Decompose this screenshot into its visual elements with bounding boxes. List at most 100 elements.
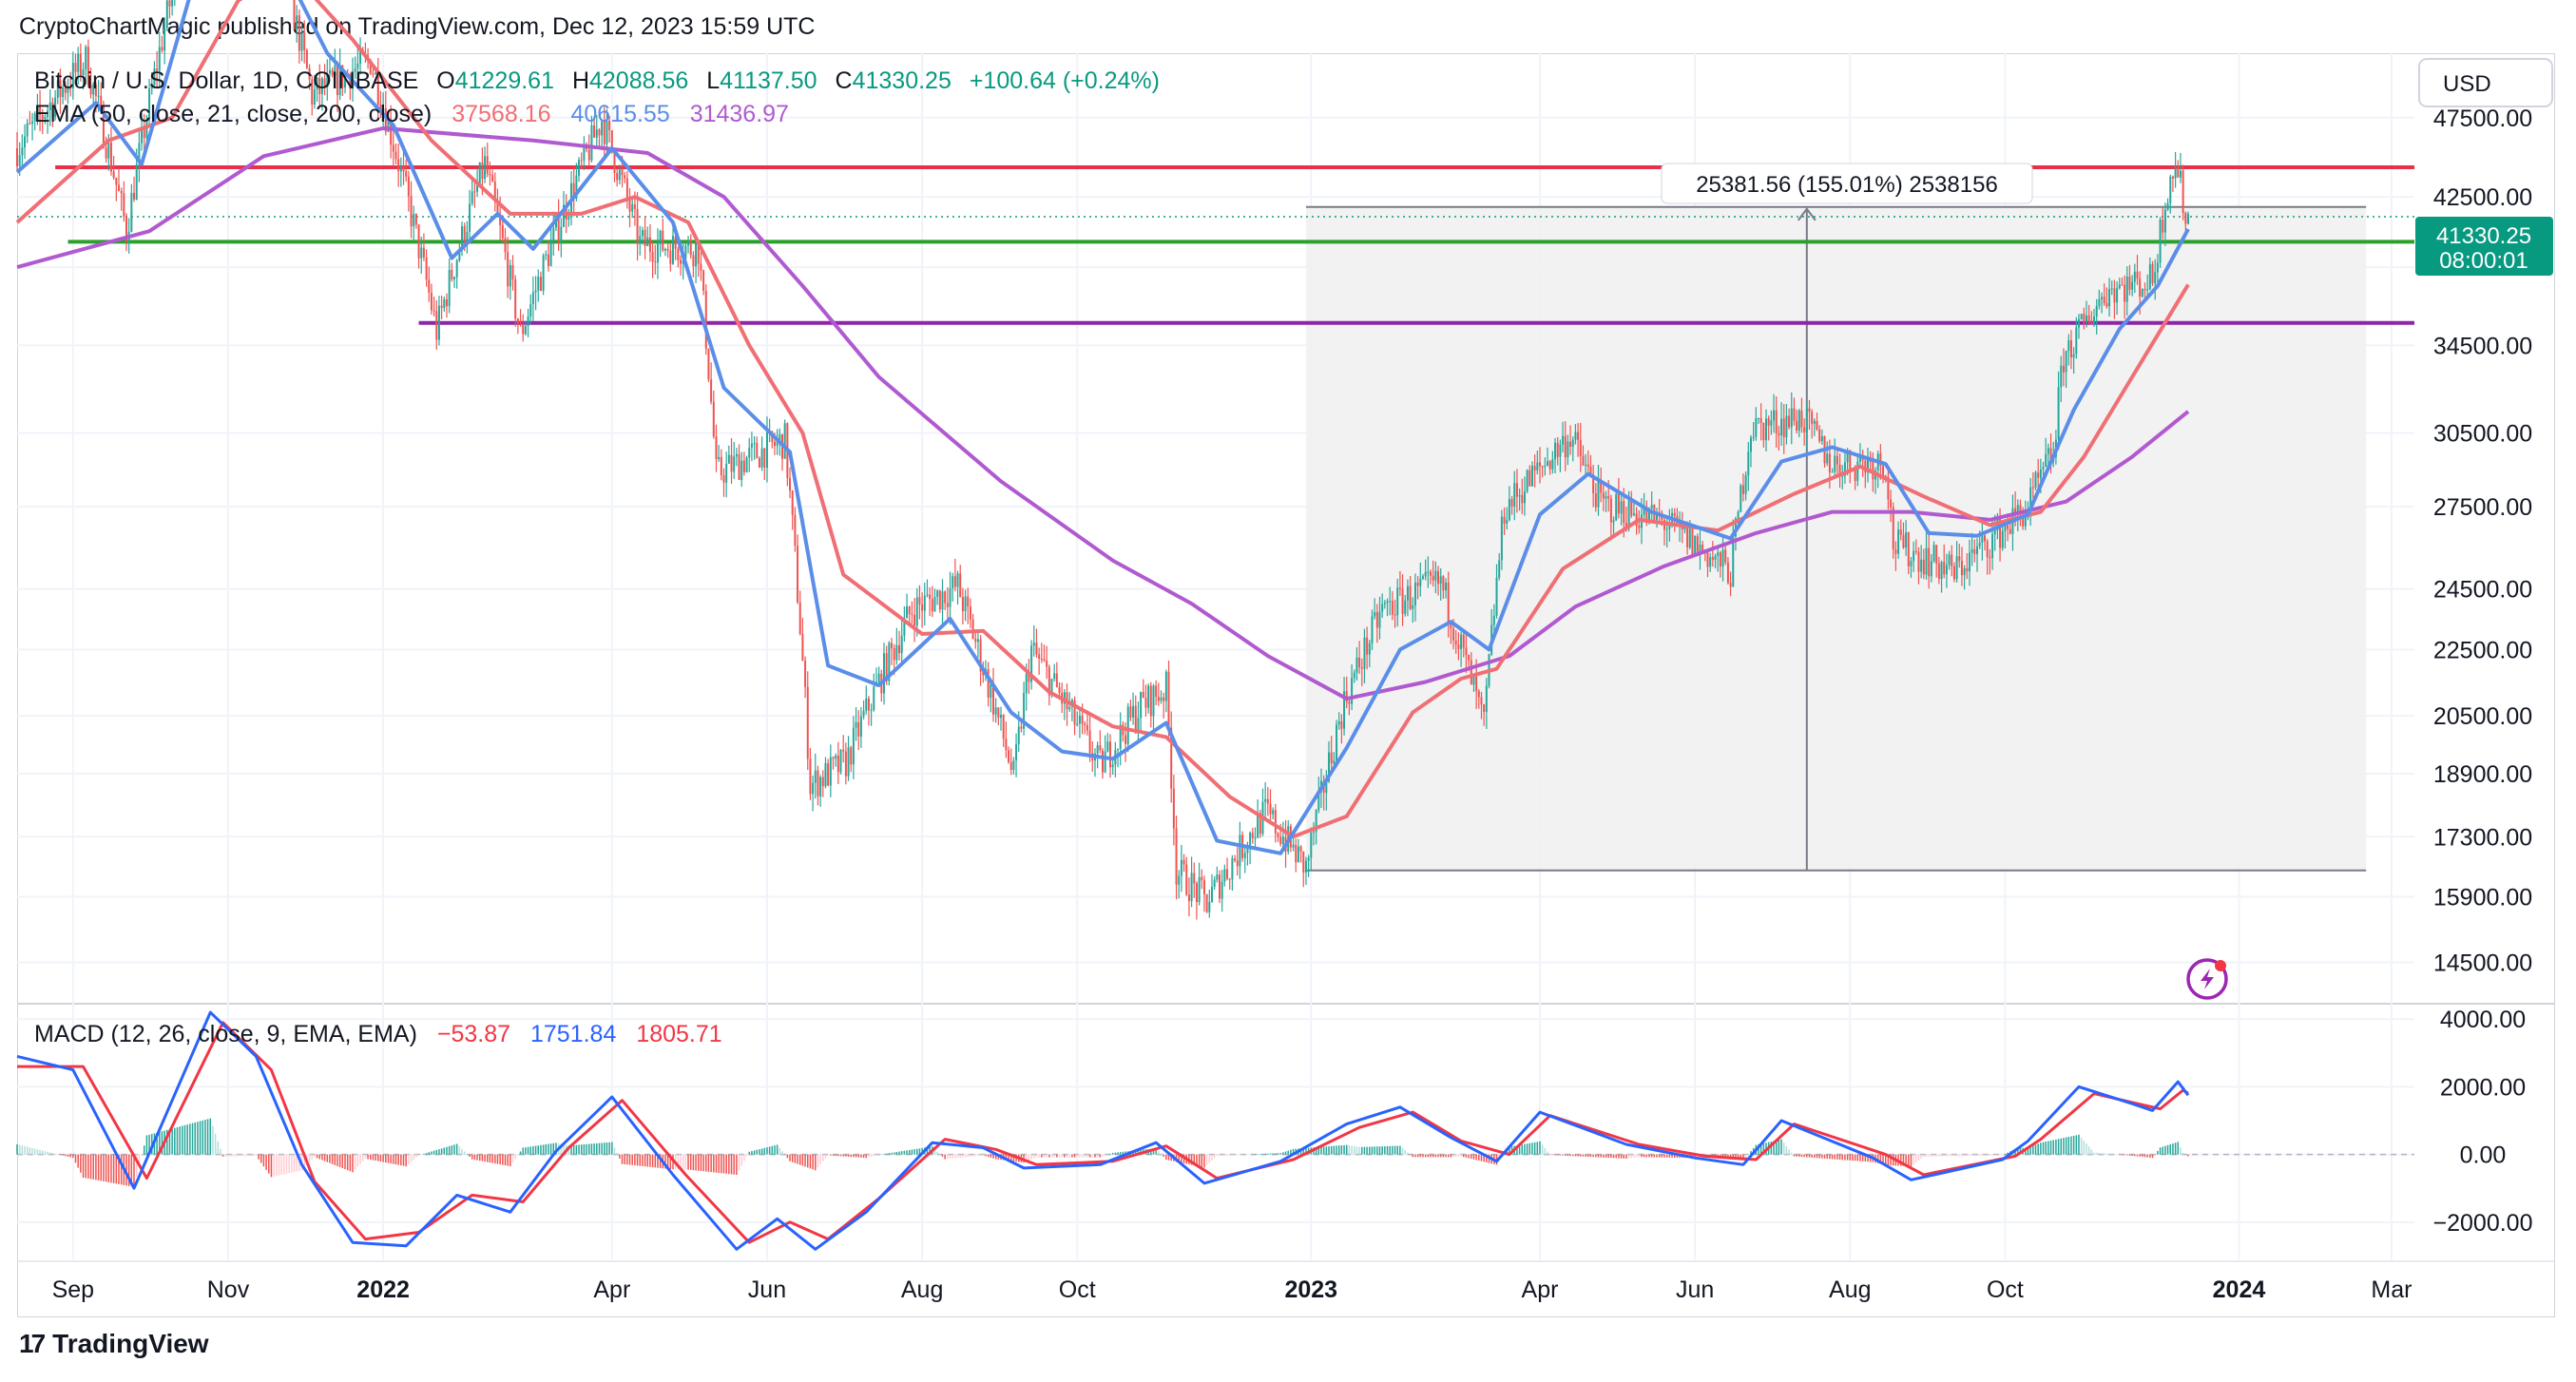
candle-up [1567,441,1569,458]
candle-up [2108,288,2111,307]
macd-signal-value: 1805.71 [636,1021,721,1047]
candle-up [1846,450,1849,463]
candle-up [1948,554,1951,566]
candle-down [511,264,514,279]
candle-down [1838,464,1841,477]
candle-up [687,240,690,246]
candle-up [735,453,738,457]
candle-up [466,231,469,243]
candle-up [1353,672,1355,679]
candle-up [2095,305,2098,317]
candle-up [1632,513,1635,516]
candle-up [1374,612,1376,617]
candle-down [112,171,115,178]
candle-down [1515,483,1518,497]
candle-up [964,596,967,611]
candle-down [700,263,702,271]
candle-up [1304,860,1307,873]
candle-down [1073,700,1076,725]
candle-up [1508,499,1510,521]
candle-down [1038,654,1041,659]
lightning-icon[interactable] [2186,958,2228,1000]
candle-up [1421,576,1424,579]
candle-down [758,457,760,468]
candle-down [738,453,740,480]
candle-down [712,401,715,437]
candle-up [1530,466,1533,487]
candle-up [1231,858,1234,880]
x-tick-label: Nov [207,1276,250,1303]
candle-up [469,203,471,232]
candle-up [2042,467,2045,470]
candle-up [663,249,666,251]
candle-up [1500,516,1503,561]
candle-up [1717,552,1720,556]
candle-up [2039,469,2042,478]
candle-down [303,32,306,50]
candle-up [1930,561,1932,577]
candle-down [1811,412,1814,424]
candle-down [1538,462,1541,467]
legend-close-value: 41330.25 [853,67,952,94]
candle-up [420,247,423,259]
candle-up [1419,578,1422,586]
candle-up [1647,509,1650,523]
candle-down [1182,859,1185,865]
candle-down [79,53,82,76]
candle-up [1523,490,1526,504]
legend-change: +100.64 (+0.24%) [970,67,1160,94]
x-tick-label: Sep [52,1276,94,1303]
candle-down [379,105,382,112]
currency-label[interactable]: USD [2443,71,2491,97]
candle-down [1008,750,1010,762]
candle-up [320,78,323,95]
candle-up [855,721,857,728]
candle-up [1106,741,1109,752]
candle-down [809,758,812,795]
candle-down [1416,582,1419,586]
candle-down [1175,828,1178,885]
candle-down [1142,692,1144,699]
candle-down [2151,263,2154,284]
currency-button-box[interactable] [2418,58,2553,107]
candle-down [715,436,718,460]
candle-down [1808,408,1811,413]
candle-down [1521,495,1524,504]
candle-down [451,270,453,279]
candle-up [1526,470,1528,491]
candle-up [1178,875,1181,885]
candle-up [1993,530,1996,535]
candle-down [1579,439,1582,456]
candle-down [557,216,560,242]
candle-down [445,298,448,307]
candle-up [1991,534,1994,559]
candle-up [1585,464,1587,466]
candle-up [1740,485,1742,512]
candle-up [1111,764,1114,768]
candle-up [1152,685,1155,717]
candle-up [56,80,59,98]
candle-up [1434,570,1437,581]
candle-up [549,241,552,266]
candle-down [1432,575,1434,581]
candle-down [1465,647,1468,656]
tradingview-branding[interactable]: 17 TradingView [19,1329,209,1359]
candle-down [1569,441,1572,448]
candle-up [1797,410,1800,432]
candle-down [1879,453,1882,467]
candle-up [1310,832,1313,858]
candle-down [1234,858,1237,861]
price-tick-label: 22500.00 [2433,637,2532,663]
tradingview-logo-icon: 17 [19,1329,46,1358]
candle-up [1297,846,1299,863]
candle-down [1894,549,1897,554]
candle-down [1907,531,1910,566]
candle-down [102,105,105,148]
candle-down [539,277,542,291]
candle-down [1701,544,1704,551]
candle-up [359,49,362,64]
candle-up [659,230,662,244]
candle-up [725,463,728,483]
candle-up [1932,545,1935,562]
